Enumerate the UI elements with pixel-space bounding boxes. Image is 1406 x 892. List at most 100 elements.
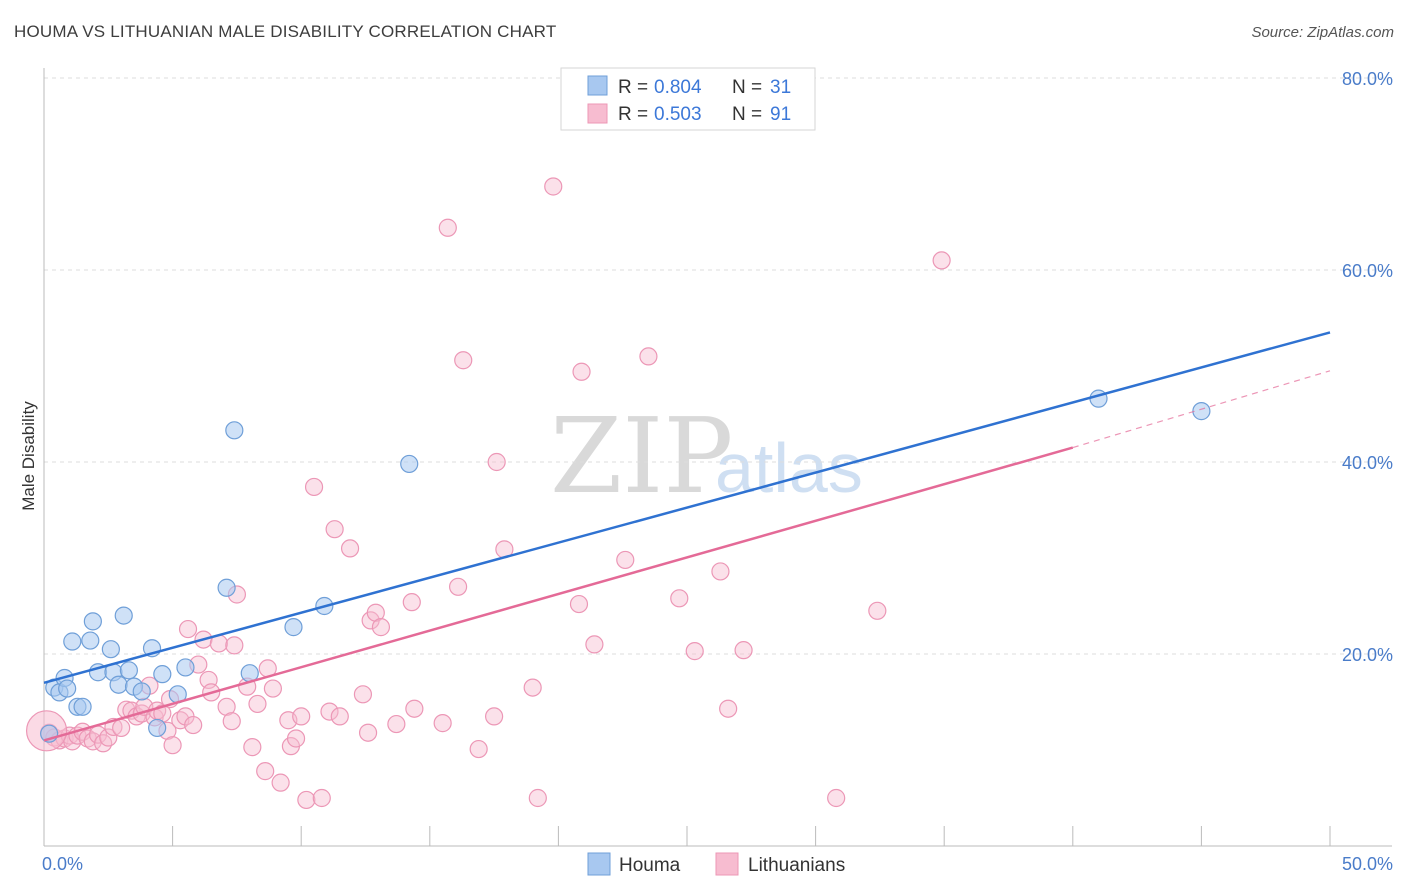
watermark-zip: ZIP — [550, 395, 733, 517]
lithuanians-point — [827, 788, 846, 808]
bottom-legend-lithuanians-label: Lithuanians — [748, 855, 845, 876]
y-tick-label-60: 60.0% — [1342, 261, 1393, 281]
series-legend: Houma Lithuanians — [587, 852, 845, 876]
x-tick-label-max: 50.0% — [1342, 854, 1393, 874]
lithuanians-point — [112, 718, 131, 738]
legend-lithuanians-r-value: 0.503 — [654, 104, 702, 125]
houma-point — [132, 682, 151, 701]
lithuanians-point — [248, 694, 267, 714]
correlation-legend: R = 0.804 N = 31 R = 0.503 N = 91 — [560, 67, 816, 131]
lithuanians-point — [487, 452, 506, 472]
houma-trend-line — [43, 331, 1331, 685]
lithuanians-point — [184, 715, 203, 735]
lithuanians-point — [685, 642, 704, 661]
houma-point — [63, 632, 82, 651]
lithuanians-point — [366, 603, 385, 622]
lithuanians-point — [469, 739, 488, 759]
lithuanians-point — [256, 762, 275, 781]
houma-points — [40, 389, 1211, 743]
lithuanians-point — [734, 641, 753, 660]
houma-point — [225, 421, 244, 440]
houma-point — [148, 718, 167, 738]
lithuanians-point — [405, 699, 424, 718]
houma-point — [73, 697, 92, 716]
trend-lines — [43, 331, 1331, 742]
lithuanians-point — [292, 707, 311, 726]
y-tick-label-40: 40.0% — [1342, 453, 1393, 473]
legend-lithuanians-n-label: N = — [732, 104, 762, 125]
lithuanians-point — [585, 635, 604, 654]
y-tick-label-80: 80.0% — [1342, 69, 1393, 89]
legend-houma-n-label: N = — [732, 77, 762, 98]
lithuanians-point — [387, 714, 406, 734]
x-ticks — [43, 826, 1331, 846]
lithuanians-point — [868, 601, 887, 620]
lithuanians-point — [528, 788, 547, 808]
houma-point — [400, 454, 419, 474]
y-tick-label-20: 20.0% — [1342, 645, 1393, 665]
lithuanians-point — [402, 593, 421, 612]
legend-houma-r-value: 0.804 — [654, 77, 702, 98]
x-tick-label-min: 0.0% — [42, 854, 83, 874]
watermark: ZIP atlas — [550, 395, 863, 517]
lithuanians-point — [523, 678, 542, 697]
lithuanians-point — [94, 734, 113, 753]
lithuanians-point — [371, 618, 391, 637]
lithuanians-point — [225, 636, 244, 655]
houma-point — [1192, 402, 1211, 421]
lithuanians-point — [222, 712, 241, 731]
lithuanians-point — [297, 790, 316, 810]
chart-title: HOUMA VS LITHUANIAN MALE DISABILITY CORR… — [14, 22, 557, 41]
bottom-legend-houma-label: Houma — [619, 855, 681, 876]
lithuanians-point — [572, 362, 591, 381]
lithuanians-point — [304, 477, 324, 497]
houma-point — [284, 618, 303, 637]
lithuanians-point — [353, 685, 373, 704]
houma-point — [153, 665, 172, 684]
legend-houma-r-label: R = — [618, 77, 648, 98]
lithuanians-point — [639, 347, 658, 366]
lithuanians-point — [286, 729, 306, 748]
bottom-legend-lithuanians-swatch — [715, 852, 739, 876]
lithuanians-point — [217, 697, 236, 716]
lithuanians-point — [616, 550, 635, 570]
lithuanians-point — [271, 773, 290, 792]
lithuanians-point — [485, 707, 504, 726]
houma-point — [81, 631, 100, 650]
houma-point — [119, 661, 138, 680]
houma-point — [101, 640, 120, 659]
houma-point — [176, 658, 195, 677]
houma-point — [58, 679, 77, 698]
legend-lithuanians-n-value: 91 — [770, 104, 791, 125]
lithuanians-point — [932, 251, 951, 270]
y-axis-title: Male Disability — [19, 401, 38, 511]
lithuanians-point — [325, 520, 344, 539]
houma-point — [114, 606, 133, 625]
lithuanians-point — [438, 218, 457, 237]
lithuanians-point — [719, 699, 738, 718]
lithuanians-point — [711, 562, 730, 581]
legend-houma-n-value: 31 — [770, 77, 791, 98]
lithuanians-point — [320, 702, 339, 721]
lithuanians-point — [544, 177, 563, 196]
lithuanians-point — [263, 679, 283, 698]
lithuanians-point — [448, 577, 468, 596]
watermark-atlas: atlas — [715, 429, 863, 507]
lithuanians-point — [569, 594, 589, 614]
lithuanians-point — [358, 723, 378, 742]
lithuanians-point — [178, 619, 198, 639]
legend-lithuanians-r-label: R = — [618, 104, 648, 125]
legend-houma-swatch — [587, 75, 608, 96]
lithuanians-point — [340, 539, 360, 558]
lithuanians-point — [454, 351, 473, 370]
lithuanians-point — [312, 788, 331, 808]
source-credit: Source: ZipAtlas.com — [1251, 24, 1394, 41]
lithuanians-trend-line — [43, 446, 1074, 742]
legend-lithuanians-swatch — [587, 103, 608, 124]
lithuanians-point — [243, 738, 262, 757]
lithuanians-point — [163, 736, 182, 755]
houma-point — [217, 578, 236, 597]
lithuanians-point — [330, 707, 349, 726]
lithuanians-point — [433, 714, 452, 733]
